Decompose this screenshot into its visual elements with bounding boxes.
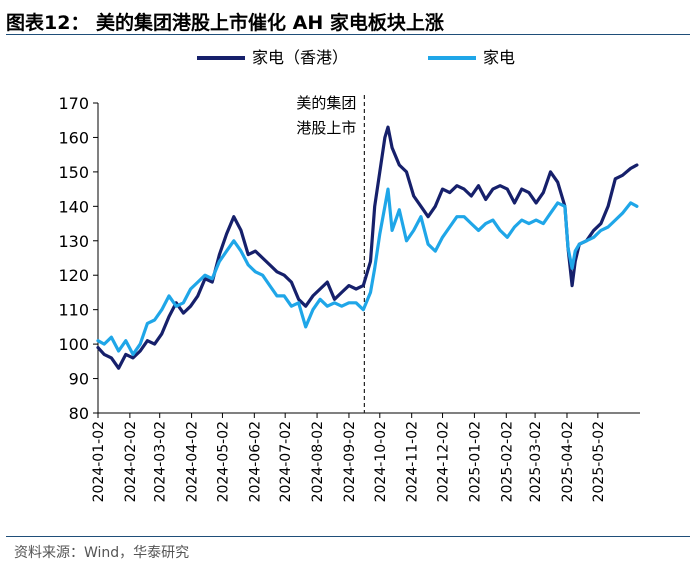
x-tick-label: 2024-03-02: [153, 421, 169, 502]
x-tick-label: 2024-10-02: [373, 421, 389, 502]
y-tick-label: 100: [58, 335, 89, 354]
x-tick-label: 2024-12-02: [436, 421, 452, 502]
x-tick-label: 2024-09-02: [342, 421, 358, 502]
y-tick-label: 140: [58, 197, 89, 216]
annotation: 美的集团港股上市: [296, 94, 365, 413]
y-tick-label: 80: [69, 404, 89, 423]
legend-label-2: 家电: [483, 48, 515, 67]
x-tick-label: 2025-01-02: [467, 421, 483, 502]
series-line-1: [96, 125, 639, 370]
y-tick-label: 90: [69, 370, 89, 389]
x-tick-label: 2025-02-02: [499, 421, 515, 502]
y-tick-label: 130: [58, 232, 89, 251]
y-tick-label: 170: [58, 94, 89, 113]
x-tick-label: 2024-07-02: [278, 421, 294, 502]
title-bar: 图表12： 美的集团港股上市催化 AH 家电板块上涨: [6, 4, 690, 35]
y-tick-label: 150: [58, 163, 89, 182]
x-tick-label: 2025-03-02: [528, 421, 544, 502]
x-tick-label: 2025-05-02: [591, 421, 607, 502]
legend-label-1: 家电（香港）: [252, 48, 348, 67]
y-tick-label: 110: [58, 301, 89, 320]
y-tick-label: 120: [58, 266, 89, 285]
event-marker-label: 港股上市: [296, 119, 356, 137]
legend: 家电（香港） 家电: [197, 48, 515, 67]
x-tick-label: 2024-06-02: [247, 421, 263, 502]
x-tick-label: 2024-01-02: [91, 421, 107, 502]
x-tick-label: 2024-11-02: [405, 421, 421, 502]
figure-title: 图表12： 美的集团港股上市催化 AH 家电板块上涨: [6, 12, 444, 34]
y-tick-label: 160: [58, 128, 89, 147]
series-line-2: [96, 187, 639, 356]
x-tick-label: 2025-04-02: [560, 421, 576, 502]
event-marker-label: 美的集团: [296, 94, 356, 112]
x-tick-label: 2024-02-02: [123, 421, 139, 502]
x-tick-label: 2024-05-02: [215, 421, 231, 502]
x-tick-label: 2024-08-02: [310, 421, 326, 502]
x-tick-label: 2024-04-02: [185, 421, 201, 502]
series-group: [96, 125, 639, 370]
source-note: 资料来源：Wind，华泰研究: [14, 545, 190, 561]
axes: 80 90 100 110 120 130 140 150 160 170 2024-01-02 20…: [58, 94, 640, 502]
source-divider: [6, 536, 690, 537]
